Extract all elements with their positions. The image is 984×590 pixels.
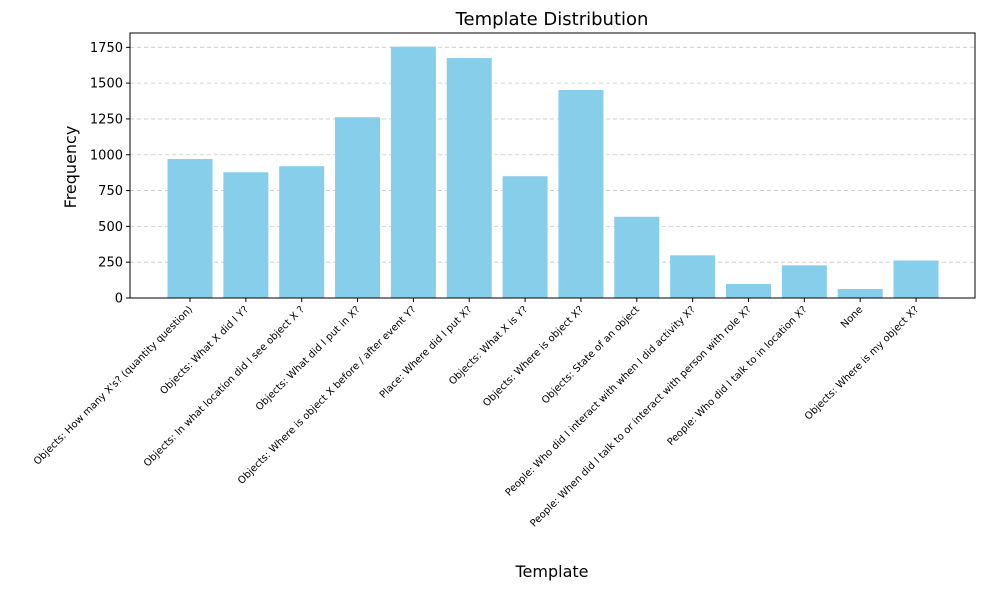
y-tick-label: 1250	[90, 112, 123, 127]
y-tick-label: 250	[98, 256, 123, 271]
chart-title: Template Distribution	[455, 9, 649, 30]
y-axis-ticks: 0 250 500 750 1000 1250 1500 1750	[90, 41, 130, 307]
x-tick-label: Objects: Where is my object X?	[803, 304, 921, 422]
bar	[781, 265, 827, 298]
x-tick-label: Objects: State of an object	[540, 304, 642, 406]
y-tick-label: 0	[115, 292, 123, 307]
bar	[279, 166, 325, 298]
bar	[726, 283, 771, 298]
x-tick-label: Objects: What did I put in X?	[254, 304, 363, 413]
bar	[670, 255, 716, 298]
bar	[558, 90, 604, 299]
x-axis-label: Template	[514, 562, 588, 581]
x-tick-label: Place: Where did I put X?	[378, 304, 474, 400]
bar	[893, 260, 939, 298]
bar	[223, 172, 269, 298]
grid-lines	[130, 46, 975, 299]
bar	[335, 117, 381, 299]
x-tick-label: None	[839, 304, 865, 330]
plot-frame	[129, 32, 976, 299]
x-tick-label: People: Who did I interact with when I d…	[504, 304, 698, 498]
bar	[614, 216, 660, 298]
x-tick-label: Objects: Where is object X?	[481, 304, 586, 409]
y-tick-label: 500	[98, 220, 123, 235]
bar	[167, 159, 213, 298]
y-tick-label: 750	[98, 184, 123, 199]
bars	[167, 46, 939, 299]
y-axis-label: Frequency	[61, 126, 80, 209]
y-tick-label: 1500	[90, 77, 123, 92]
bar	[837, 288, 883, 298]
bar	[390, 46, 436, 298]
x-axis-ticks: Objects: How many X's? (quantity questio…	[32, 298, 921, 530]
bar	[446, 58, 492, 298]
bar	[502, 176, 548, 298]
y-tick-label: 1750	[90, 41, 123, 56]
y-tick-label: 1000	[90, 148, 123, 163]
x-tick-label: People: When did I talk to or interact w…	[528, 304, 753, 529]
